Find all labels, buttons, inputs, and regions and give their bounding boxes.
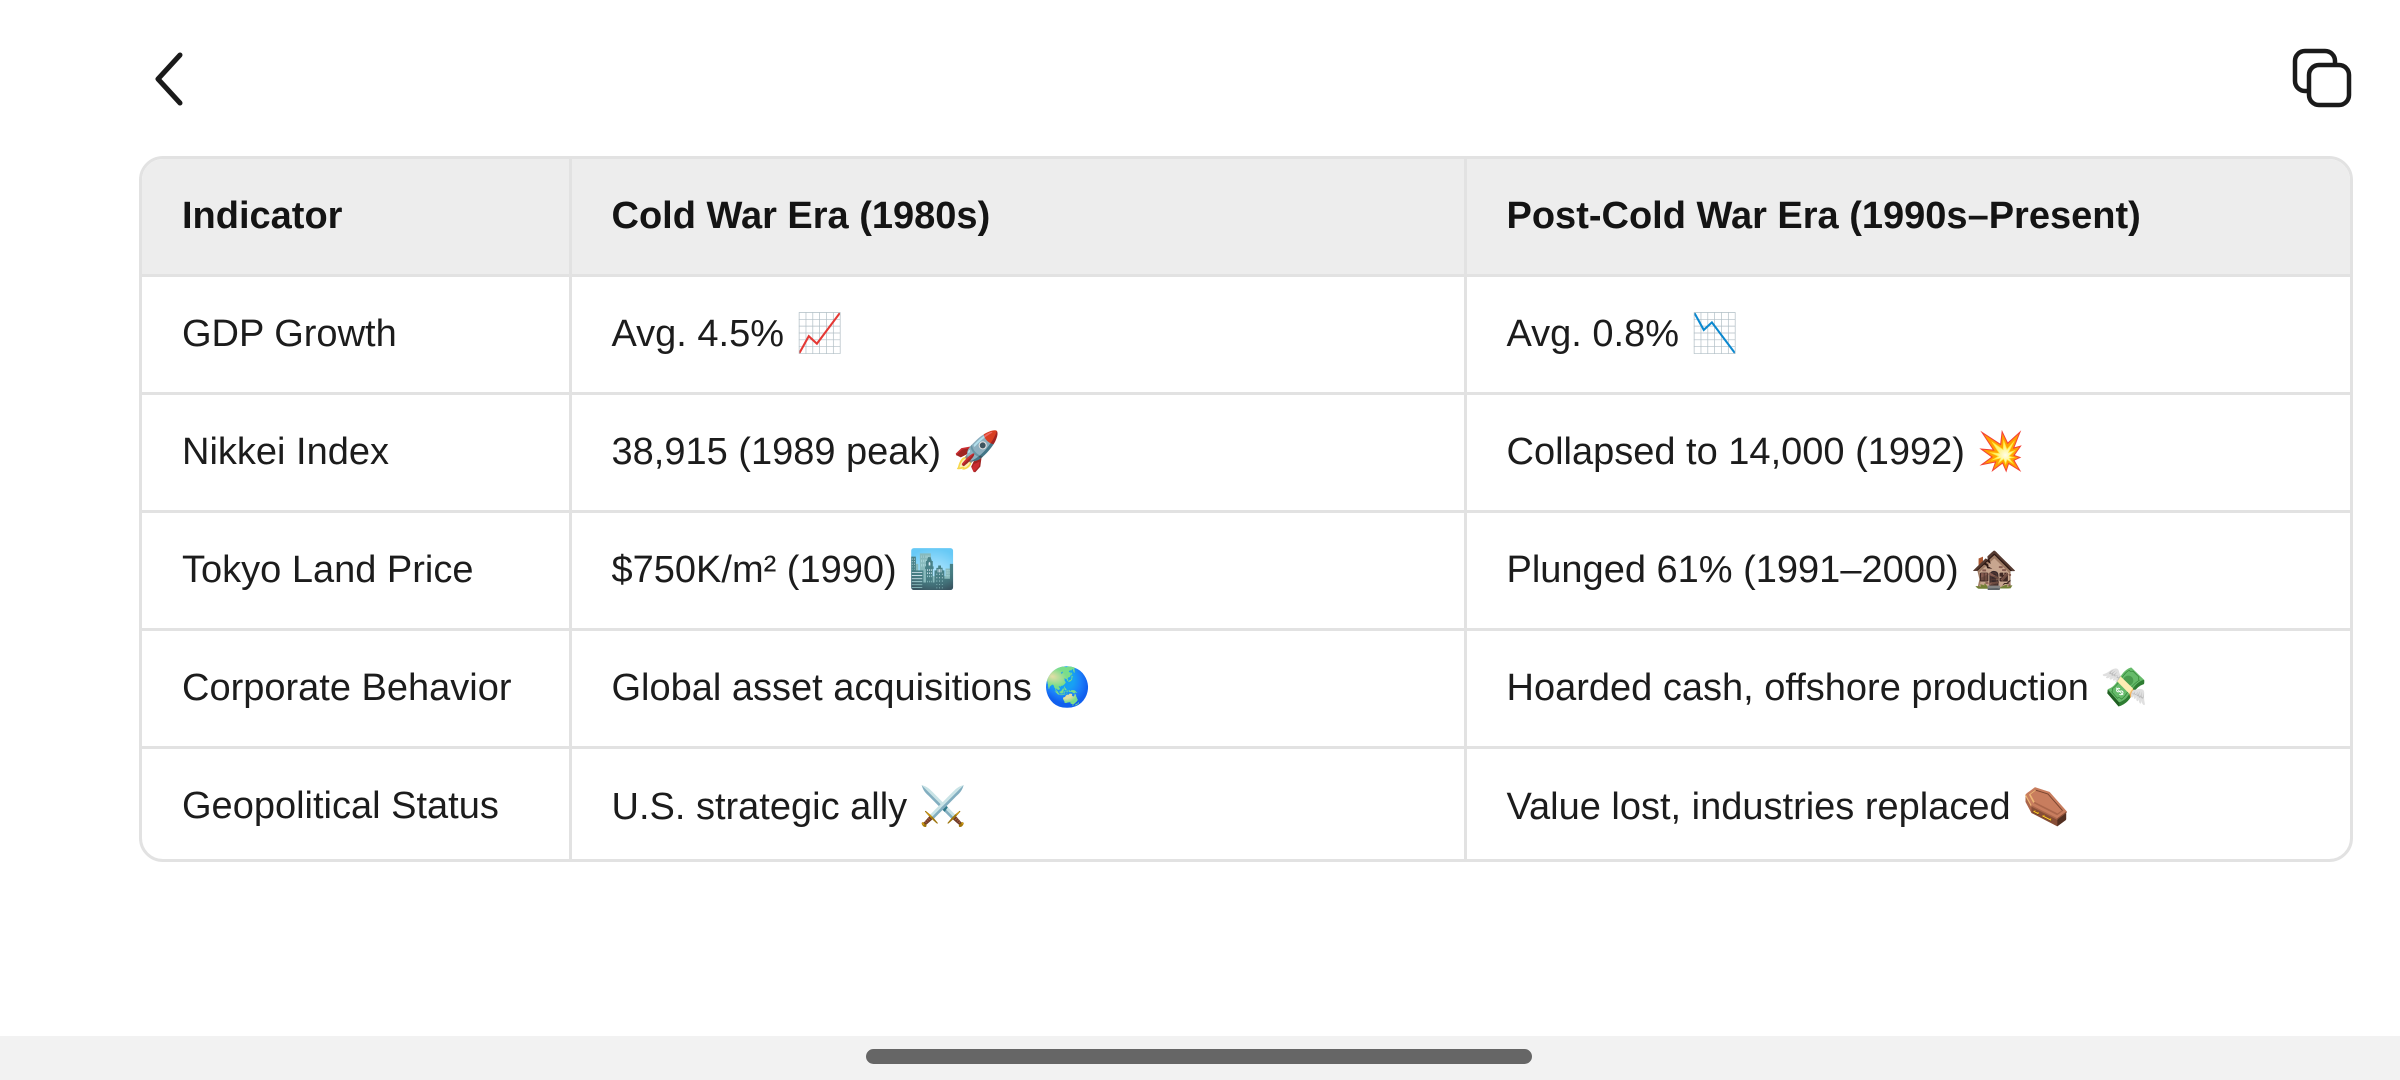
cell-post-cold-war: Value lost, industries replaced ⚰️ xyxy=(1506,785,2070,828)
cell-indicator: Tokyo Land Price xyxy=(142,511,572,631)
collision-icon: 💥 xyxy=(1976,431,2025,473)
cell-indicator: Geopolitical Status xyxy=(142,747,572,859)
header-cold-war: Cold War Era (1980s) xyxy=(570,159,1467,277)
header-indicator: Indicator xyxy=(142,159,572,277)
cell-cold-war: U.S. strategic ally ⚔️ xyxy=(570,747,1467,859)
home-indicator[interactable] xyxy=(866,1049,1532,1064)
coffin-icon: ⚰️ xyxy=(2022,785,2070,828)
table-row: Tokyo Land Price $750K/m² (1990) 🏙️ Plung… xyxy=(142,511,2350,631)
comparison-table: Indicator Cold War Era (1980s) Post-Cold… xyxy=(139,156,2353,862)
table-row: Nikkei Index 38,915 (1989 peak) 🚀 Collaps… xyxy=(142,393,2350,513)
rocket-icon: 🚀 xyxy=(953,431,1001,473)
cell-post-cold-war: Plunged 61% (1991–2000) 🏚️ xyxy=(1465,511,2350,631)
cell-post-cold-war: Hoarded cash, offshore production 💸 xyxy=(1465,629,2350,749)
copy-icon xyxy=(2292,48,2352,108)
cell-cold-war: 38,915 (1989 peak) 🚀 xyxy=(570,393,1467,513)
chart-increasing-icon: 📈 xyxy=(796,313,844,355)
cell-cold-war: Avg. 4.5% 📈 xyxy=(570,275,1467,395)
chart-decreasing-icon: 📉 xyxy=(1691,313,1739,355)
cell-cold-war: $750K/m² (1990) 🏙️ xyxy=(570,511,1467,631)
table-row: Corporate Behavior Global asset acquisit… xyxy=(142,629,2350,749)
derelict-house-icon: 🏚️ xyxy=(1970,549,2018,591)
cell-indicator: GDP Growth xyxy=(142,275,572,395)
cell-post-cold-war: Collapsed to 14,000 (1992) 💥 xyxy=(1465,393,2350,513)
cell-indicator: Nikkei Index xyxy=(142,393,572,513)
globe-icon: 🌏 xyxy=(1043,667,1092,709)
table-row: GDP Growth Avg. 4.5% 📈 Avg. 0.8% 📉 xyxy=(142,275,2350,395)
copy-button[interactable] xyxy=(2288,44,2358,114)
cell-indicator: Corporate Behavior xyxy=(142,629,572,749)
chevron-left-icon xyxy=(155,52,183,106)
cell-post-cold-war: Avg. 0.8% 📉 xyxy=(1465,275,2350,395)
back-button[interactable] xyxy=(140,44,200,114)
cityscape-icon: 🏙️ xyxy=(908,549,956,591)
table-header-row: Indicator Cold War Era (1980s) Post-Cold… xyxy=(142,159,2350,277)
header-post-cold-war: Post-Cold War Era (1990s–Present) xyxy=(1465,159,2350,277)
cell-cold-war: Global asset acquisitions 🌏 xyxy=(570,629,1467,749)
money-wings-icon: 💸 xyxy=(2100,667,2149,709)
table-row: Geopolitical Status U.S. strategic ally ⚔… xyxy=(142,747,2350,859)
crossed-swords-icon: ⚔️ xyxy=(919,785,967,828)
